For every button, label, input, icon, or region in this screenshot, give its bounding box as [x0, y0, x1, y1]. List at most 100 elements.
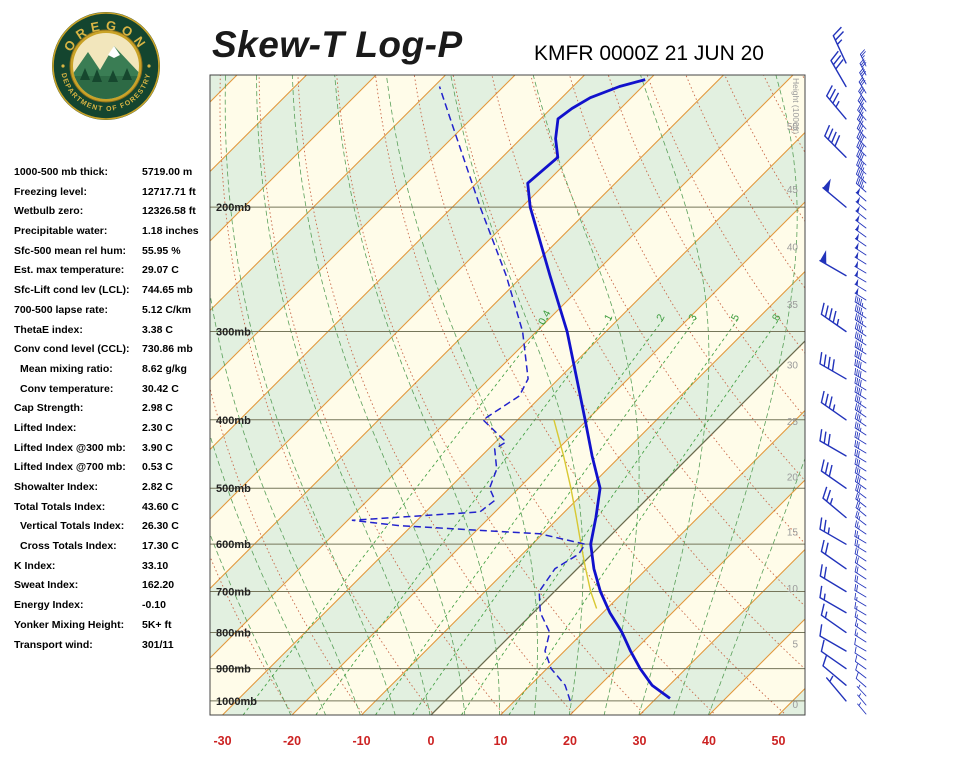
stat-value: 1.18 inches	[142, 225, 199, 238]
stat-value: 3.38 C	[142, 323, 173, 336]
stat-value: 162.20	[142, 579, 175, 592]
stat-value: -0.10	[142, 599, 166, 612]
stat-value: 3.90 C	[142, 441, 173, 454]
svg-text:50: 50	[772, 734, 786, 748]
svg-text:-30: -30	[213, 734, 231, 748]
stat-row: Sweat Index: 162.20	[14, 579, 219, 599]
svg-text:40: 40	[787, 242, 799, 253]
logo-scene-icon	[73, 33, 139, 99]
stats-panel: 1000-500 mb thick: 5719.00 m Freezing leve…	[14, 166, 219, 658]
svg-text:15: 15	[787, 528, 799, 539]
stat-value: 730.86 mb	[142, 343, 193, 356]
stat-row: Mean mixing ratio: 8.62 g/kg	[14, 363, 219, 383]
page-title: Skew-T Log-P	[212, 24, 463, 65]
stat-value: 2.98 C	[142, 402, 173, 415]
dry-adiabats	[210, 75, 805, 715]
plot-border	[209, 74, 806, 716]
stat-row: Est. max temperature: 29.07 C	[14, 264, 219, 284]
stat-row: Precipitable water: 1.18 inches	[14, 225, 219, 245]
stat-row: Conv cond level (CCL): 730.86 mb	[14, 343, 219, 363]
stat-row: Lifted Index @300 mb: 3.90 C	[14, 442, 219, 462]
svg-text:20: 20	[787, 473, 799, 484]
stat-value: 33.10	[142, 559, 169, 572]
odf-logo: OREGON DEPARTMENT OF FORESTRY	[52, 12, 160, 120]
stat-row: Lifted Index: 2.30 C	[14, 422, 219, 442]
svg-text:-20: -20	[283, 734, 301, 748]
plot-area	[210, 75, 805, 715]
stat-value: 744.65 mb	[142, 284, 193, 297]
stat-row: Total Totals Index: 43.60 C	[14, 501, 219, 521]
stat-row: 1000-500 mb thick: 5719.00 m	[14, 166, 219, 186]
svg-text:0: 0	[428, 734, 435, 748]
svg-text:600mb: 600mb	[216, 539, 251, 551]
stat-value: 8.62 g/kg	[142, 362, 187, 375]
svg-text:45: 45	[787, 185, 799, 196]
stat-row: Lifted Index @700 mb: 0.53 C	[14, 461, 219, 481]
svg-text:900mb: 900mb	[216, 664, 251, 676]
svg-text:Height (1000ft): Height (1000ft)	[791, 78, 801, 134]
stat-value: 5719.00 m	[142, 166, 193, 178]
svg-text:8: 8	[770, 312, 783, 323]
stat-value: 26.30 C	[142, 520, 179, 533]
svg-text:30: 30	[633, 734, 647, 748]
svg-text:0: 0	[792, 700, 798, 711]
svg-text:10: 10	[494, 734, 508, 748]
stat-row: Transport wind: 301/11	[14, 639, 219, 659]
stat-row: Conv temperature: 30.42 C	[14, 383, 219, 403]
stat-label: Sweat Index:	[14, 579, 79, 592]
stat-label: Freezing level:	[14, 185, 87, 198]
stat-row: Sfc-Lift cond lev (LCL): 744.65 mb	[14, 284, 219, 304]
stat-value: 301/11	[142, 638, 174, 651]
stat-label: Energy Index:	[14, 599, 84, 612]
temp-axis-labels: -30 -20 -10 0 10 20 30 40 50	[213, 734, 785, 748]
stat-label: Conv cond level (CCL):	[14, 343, 130, 356]
svg-text:-10: -10	[352, 734, 370, 748]
stat-value: 0.53 C	[142, 461, 173, 474]
stat-row: Wetbulb zero: 12326.58 ft	[14, 205, 219, 225]
svg-text:1000mb: 1000mb	[216, 696, 257, 708]
svg-text:5: 5	[792, 639, 798, 650]
svg-text:35: 35	[787, 300, 799, 311]
pressure-labels: 200mb 300mb 400mb 500mb 600mb 700mb 800mb 900mb…	[216, 202, 257, 708]
stat-label: Transport wind:	[14, 638, 93, 651]
stat-label: Showalter Index:	[14, 481, 99, 493]
stat-row: Energy Index: -0.10	[14, 599, 219, 619]
stat-label: Yonker Mixing Height:	[14, 618, 125, 631]
stat-label: Sfc-Lift cond lev (LCL):	[14, 284, 130, 297]
svg-text:1: 1	[602, 312, 615, 323]
svg-text:700mb: 700mb	[216, 586, 251, 598]
stat-value: 12717.71 ft	[142, 185, 196, 198]
svg-text:5: 5	[729, 312, 742, 323]
svg-text:500mb: 500mb	[216, 483, 251, 495]
stat-value: 5K+ ft	[142, 618, 172, 631]
stat-label: Precipitable water:	[14, 225, 108, 238]
stat-label: 1000-500 mb thick:	[14, 166, 108, 178]
stat-label: Total Totals Index:	[14, 500, 106, 513]
stat-value: 2.82 C	[142, 481, 173, 493]
svg-text:300mb: 300mb	[216, 327, 251, 339]
stat-row: Yonker Mixing Height: 5K+ ft	[14, 619, 219, 639]
stat-label: 700-500 lapse rate:	[14, 303, 108, 316]
stat-row: K Index: 33.10	[14, 560, 219, 580]
stat-value: 12326.58 ft	[142, 205, 196, 218]
stat-label: Vertical Totals Index:	[20, 520, 125, 533]
parcel-trace	[553, 419, 598, 609]
stat-label: Mean mixing ratio:	[20, 362, 113, 375]
stat-row: Showalter Index: 2.82 C	[14, 481, 219, 501]
stat-label: Wetbulb zero:	[14, 205, 84, 218]
stat-label: Lifted Index @300 mb:	[14, 441, 126, 454]
stat-value: 43.60 C	[142, 500, 179, 513]
dewpoint-trace	[351, 86, 587, 702]
stat-row: Cross Totals Index: 17.30 C	[14, 540, 219, 560]
stat-label: K Index:	[14, 559, 56, 572]
mixing-ratio-lines	[242, 317, 781, 715]
svg-text:30: 30	[787, 360, 799, 371]
stat-row: Vertical Totals Index: 26.30 C	[14, 520, 219, 540]
isotherms	[210, 75, 805, 715]
stat-label: ThetaE index:	[14, 323, 83, 336]
svg-text:800mb: 800mb	[216, 627, 251, 639]
stat-label: Sfc-500 mean rel hum:	[14, 244, 127, 257]
svg-text:3: 3	[686, 312, 699, 323]
wind-barb-column	[819, 26, 847, 702]
